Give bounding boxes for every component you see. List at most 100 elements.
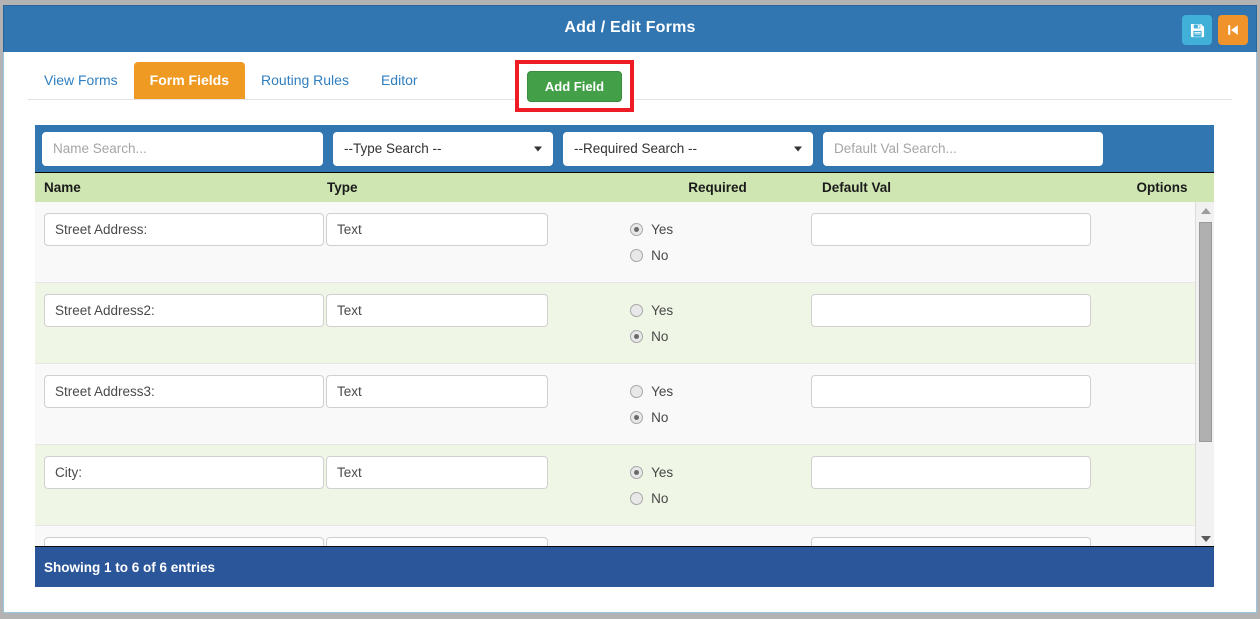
form-fields-table: --Type Search -- --Required Search -- Na… [35,125,1214,587]
radio-yes-label: Yes [651,464,674,480]
table-row: Text Yes No [35,202,1195,283]
add-field-highlight: Add Field [515,60,634,112]
field-name-input[interactable] [44,213,324,246]
default-val-input[interactable] [810,294,1091,327]
table-row: Text Yes No [35,283,1195,364]
field-type-select[interactable]: Text [326,213,548,246]
required-yes-option[interactable]: Yes [630,216,809,242]
radio-no-icon[interactable] [630,329,644,343]
required-no-option[interactable]: No [630,323,809,349]
field-type-select[interactable]: Text [326,375,548,408]
radio-yes-label: Yes [651,221,674,237]
tab-routing-rules[interactable]: Routing Rules [261,72,349,88]
tab-editor[interactable]: Editor [380,72,418,88]
table-rows-viewport: Text Yes No Text Yes No Text Yes No Text Yes No Text… [35,202,1214,547]
required-radio-group: Yes No [608,294,809,349]
radio-yes-icon[interactable] [630,547,643,548]
table-vertical-scrollbar[interactable] [1195,202,1214,546]
column-header-type[interactable]: Type [327,180,358,195]
name-search-input[interactable] [42,131,323,166]
entries-status-text: Showing 1 to 6 of 6 entries [44,559,216,575]
required-no-option[interactable]: No [630,242,809,268]
save-button[interactable] [1182,15,1212,45]
table-footer: Showing 1 to 6 of 6 entries [35,547,1214,587]
table-row: Text Yes No [35,445,1195,526]
field-type-value: Text [337,222,362,237]
field-type-value: Text [337,303,362,318]
field-type-select[interactable]: Text [326,456,548,489]
radio-no-label: No [651,328,669,344]
filter-row: --Type Search -- --Required Search -- [35,125,1214,172]
radio-yes-icon[interactable] [630,465,644,479]
radio-yes-label: Yes [651,383,674,399]
tab-form-fields[interactable]: Form Fields [133,62,246,99]
field-type-value: Text [337,465,362,480]
required-no-option[interactable]: No [630,404,809,430]
field-type-value: Text [337,546,362,547]
field-name-input[interactable] [44,375,324,408]
row-type-cell: Text [324,213,608,246]
radio-no-icon[interactable] [630,248,644,262]
default-val-input[interactable] [810,537,1091,546]
required-yes-option[interactable]: Yes [630,540,809,547]
radio-yes-icon[interactable] [630,303,644,317]
row-default-cell [809,375,1093,408]
column-header-options[interactable]: Options [1136,180,1188,195]
required-search-value: --Required Search -- [574,141,698,156]
field-name-input[interactable] [44,537,324,546]
row-name-cell [35,456,324,489]
field-name-input[interactable] [44,294,324,327]
back-button[interactable] [1218,15,1248,45]
chevron-down-icon [794,146,802,151]
required-yes-option[interactable]: Yes [630,297,809,323]
radio-no-label: No [651,247,669,263]
required-radio-group: Yes No [608,375,809,430]
field-name-input[interactable] [44,456,324,489]
type-search-value: --Type Search -- [344,141,442,156]
column-header-required[interactable]: Required [688,180,747,195]
scroll-down-arrow-icon[interactable] [1196,530,1214,546]
column-header-name[interactable]: Name [44,180,81,195]
radio-yes-icon[interactable] [630,222,644,236]
radio-yes-icon[interactable] [630,384,644,398]
row-name-cell [35,213,324,246]
default-val-input[interactable] [810,456,1091,489]
radio-no-icon[interactable] [630,491,644,505]
floppy-disk-save-icon [1190,23,1205,38]
table-rows: Text Yes No Text Yes No Text Yes No Text Yes No Text… [35,202,1195,547]
page-title: Add / Edit Forms [564,19,696,36]
type-search-select[interactable]: --Type Search -- [333,131,553,166]
required-yes-option[interactable]: Yes [630,378,809,404]
window-titlebar: Add / Edit Forms [3,5,1257,52]
default-val-input[interactable] [810,213,1091,246]
column-header-default-val[interactable]: Default Val [822,180,892,195]
required-radio-group: Yes No [608,456,809,511]
table-row: Text Yes No [35,364,1195,445]
titlebar-actions [1182,15,1248,45]
add-edit-forms-panel: Add / Edit Forms [3,5,1257,613]
required-search-select[interactable]: --Required Search -- [563,131,813,166]
required-no-option[interactable]: No [630,485,809,511]
chevron-down-icon [534,146,542,151]
field-type-select[interactable]: Text [326,537,548,547]
default-val-input[interactable] [810,375,1091,408]
row-name-cell [35,294,324,327]
scroll-up-arrow-icon[interactable] [1196,202,1214,219]
add-field-button[interactable]: Add Field [526,70,623,102]
row-name-cell [35,537,324,546]
radio-no-label: No [651,409,669,425]
step-backward-icon [1226,23,1240,37]
scrollbar-thumb[interactable] [1199,222,1212,442]
row-type-cell: Text [324,375,608,408]
field-type-select[interactable]: Text [326,294,548,327]
row-default-cell [809,537,1093,546]
required-yes-option[interactable]: Yes [630,459,809,485]
default-val-search-input[interactable] [823,131,1103,166]
row-default-cell [809,456,1093,489]
row-type-cell: Text [324,294,608,327]
radio-no-icon[interactable] [630,410,644,424]
row-type-cell: Text [324,456,608,489]
tab-view-forms[interactable]: View Forms [44,72,118,88]
